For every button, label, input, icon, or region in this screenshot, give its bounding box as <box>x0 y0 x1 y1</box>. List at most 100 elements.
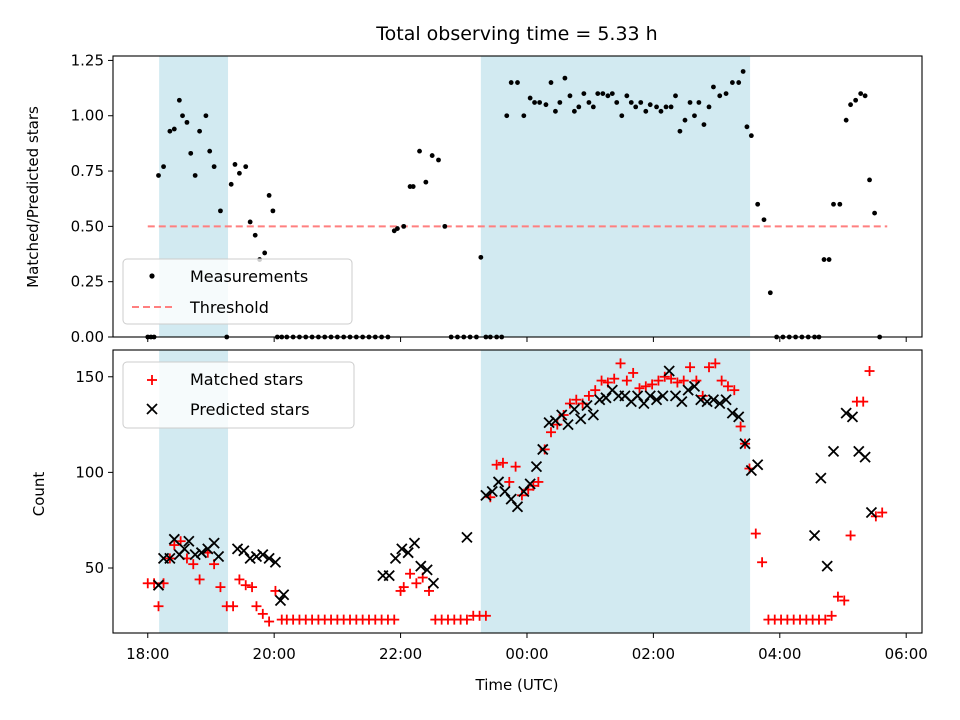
bottom-series-1-point-16 <box>257 548 269 561</box>
bottom-series-0-point-82 <box>647 379 658 390</box>
top-series-0-point-94 <box>638 100 644 105</box>
bottom-series-0-point-72 <box>583 390 594 401</box>
bottom-series-1-point-45 <box>568 403 581 415</box>
bottom-series-0-point-86 <box>672 377 683 388</box>
top-y-axis-label: Matched/Predicted stars <box>24 106 42 288</box>
top-series-0-point-79 <box>567 93 573 99</box>
top-series-0-point-116 <box>748 133 754 139</box>
bottom-series-1-point-37 <box>518 485 530 498</box>
top-series-0-point-69 <box>515 80 520 85</box>
top-series-0-point-16 <box>218 208 223 214</box>
bottom-series-1-point-68 <box>714 397 726 410</box>
bottom-series-0-point-77 <box>615 358 626 369</box>
bottom-series-0-point-83 <box>653 375 664 386</box>
top-series-0-point-72 <box>532 100 537 105</box>
top-series-0-point-23 <box>252 232 258 238</box>
bottom-series-1-point-2 <box>164 552 176 565</box>
top-series-0 <box>145 69 883 340</box>
bottom-series-1-point-34 <box>499 485 511 498</box>
top-series-0-point-105 <box>692 113 697 119</box>
top-series-0-point-118 <box>761 217 767 223</box>
top-series-0-point-15 <box>211 164 217 170</box>
top-series-0-point-21 <box>243 164 249 170</box>
bottom-series-1-point-62 <box>676 395 688 408</box>
bottom-series-1-point-79 <box>840 407 852 419</box>
top-series-0-point-90 <box>619 113 625 119</box>
bottom-series-0-point-84 <box>659 371 670 382</box>
bottom-series-1-point-44 <box>562 418 574 431</box>
bottom-series-0-point-111 <box>826 610 837 621</box>
top-series-0-point-7 <box>176 97 182 103</box>
top-series-0-point-9 <box>184 119 190 125</box>
bottom-series-0-point-42 <box>398 582 409 593</box>
top-series-0-point-95 <box>643 108 649 114</box>
bottom-series-0-point-58 <box>497 457 508 468</box>
top-series-0-point-88 <box>609 91 615 97</box>
legend-predicted-marker <box>146 403 158 415</box>
bottom-series-0-point-94 <box>722 381 733 392</box>
bottom-series-0-point-59 <box>504 476 515 487</box>
bottom-series-0-point-76 <box>609 373 620 384</box>
legend-measurements-marker <box>149 273 155 279</box>
top-series-0-point-54 <box>429 153 435 158</box>
bottom-series-0-point-9 <box>194 574 205 585</box>
bottom-series-1-point-69 <box>720 394 732 406</box>
top-series-0-point-101 <box>673 93 678 99</box>
top-series-0-point-70 <box>521 113 527 119</box>
bottom-series-0-point-92 <box>710 358 721 369</box>
bottom-series-1-point-39 <box>530 461 543 473</box>
bottom-ytick-label-2: 150 <box>75 368 104 386</box>
x-axis-label: Time (UTC) <box>475 676 559 694</box>
top-series-0-point-68 <box>508 80 514 85</box>
bottom-series-1-point-24 <box>396 543 408 555</box>
top-series-0-point-131 <box>837 201 843 207</box>
bottom-series-0-point-110 <box>820 614 831 625</box>
bottom-series-0-point-57 <box>491 459 502 470</box>
bottom-series-1-point-59 <box>657 390 669 402</box>
top-series-0-point-19 <box>232 162 238 167</box>
bottom-series-1-point-58 <box>650 394 663 406</box>
bottom-series-1-point-30 <box>461 531 473 544</box>
bottom-series-1-point-57 <box>644 390 656 402</box>
bottom-series-1-point-12 <box>231 543 244 555</box>
top-series-0-point-12 <box>197 128 202 134</box>
bottom-series-0-point-116 <box>858 396 869 407</box>
bottom-series-1-point-13 <box>238 545 250 557</box>
bottom-series-0-point-2 <box>153 601 164 612</box>
bottom-series-1-point-7 <box>189 548 201 561</box>
top-series-0-point-98 <box>658 108 664 114</box>
bottom-series-1-point-80 <box>846 411 859 423</box>
bottom-series-0-point-66 <box>545 427 556 438</box>
bottom-series-1-point-17 <box>263 552 275 565</box>
top-series-0-point-103 <box>682 117 688 123</box>
top-series-0-point-136 <box>862 93 868 99</box>
top-series-0-point-134 <box>853 97 859 103</box>
bottom-series-0-point-95 <box>729 385 740 396</box>
bottom-series-0-point-112 <box>832 591 843 602</box>
bottom-series-0-point-78 <box>621 375 632 386</box>
top-series-0-point-110 <box>717 93 723 99</box>
xtick-label-2: 22:00 <box>379 645 422 663</box>
bottom-y-axis-label: Count <box>30 472 48 517</box>
top-series-0-point-107 <box>701 122 707 127</box>
top-series-0-point-114 <box>740 69 746 74</box>
bottom-series-0-point-5 <box>169 540 180 551</box>
bottom-series-1-point-36 <box>511 501 524 513</box>
bottom-series-1-point-83 <box>865 506 878 519</box>
top-series-0-point-48 <box>395 226 400 231</box>
top-series-0-point-119 <box>767 290 773 296</box>
xtick-label-5: 04:00 <box>758 645 801 663</box>
bottom-series-1-point-41 <box>543 417 555 429</box>
bottom-series-0-point-43 <box>405 568 416 579</box>
bottom-series-1-point-56 <box>638 397 650 410</box>
bottom-series-1-point-78 <box>827 445 840 457</box>
top-ytick-label-4: 1.00 <box>71 107 104 125</box>
top-series-0-point-129 <box>826 257 832 262</box>
top-series-0-point-82 <box>581 91 587 97</box>
bottom-series-1-point-32 <box>486 485 498 498</box>
bottom-series-0-point-8 <box>188 559 199 570</box>
bottom-series-1-point-25 <box>402 547 414 559</box>
top-series-0-point-85 <box>595 91 601 97</box>
bottom-series-0-point-65 <box>539 444 550 455</box>
